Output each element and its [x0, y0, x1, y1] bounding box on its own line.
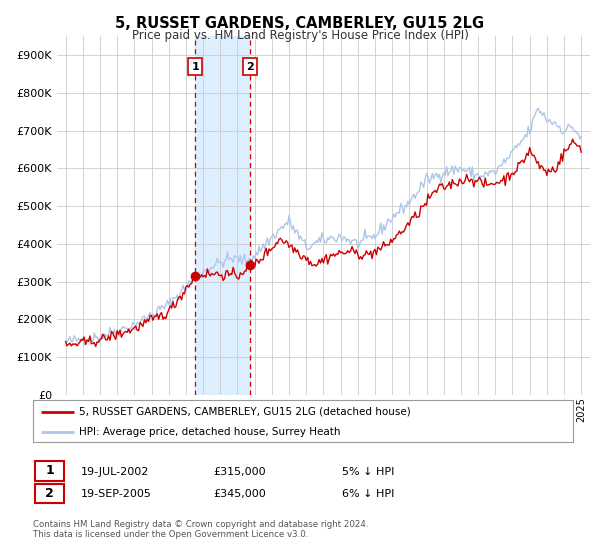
Text: £345,000: £345,000	[213, 489, 266, 499]
Text: £315,000: £315,000	[213, 466, 266, 477]
Text: 6% ↓ HPI: 6% ↓ HPI	[342, 489, 394, 499]
Text: 5, RUSSET GARDENS, CAMBERLEY, GU15 2LG: 5, RUSSET GARDENS, CAMBERLEY, GU15 2LG	[115, 16, 485, 31]
Text: 19-JUL-2002: 19-JUL-2002	[81, 466, 149, 477]
Text: Contains HM Land Registry data © Crown copyright and database right 2024.
This d: Contains HM Land Registry data © Crown c…	[33, 520, 368, 539]
Text: HPI: Average price, detached house, Surrey Heath: HPI: Average price, detached house, Surr…	[79, 427, 340, 437]
Text: Price paid vs. HM Land Registry's House Price Index (HPI): Price paid vs. HM Land Registry's House …	[131, 29, 469, 42]
Text: 5, RUSSET GARDENS, CAMBERLEY, GU15 2LG (detached house): 5, RUSSET GARDENS, CAMBERLEY, GU15 2LG (…	[79, 407, 410, 417]
Text: 5% ↓ HPI: 5% ↓ HPI	[342, 466, 394, 477]
Text: 2: 2	[246, 62, 254, 72]
Text: 1: 1	[45, 464, 54, 478]
Text: 2: 2	[45, 487, 54, 500]
Text: 1: 1	[191, 62, 199, 72]
Bar	[195, 36, 250, 395]
Text: 19-SEP-2005: 19-SEP-2005	[81, 489, 152, 499]
